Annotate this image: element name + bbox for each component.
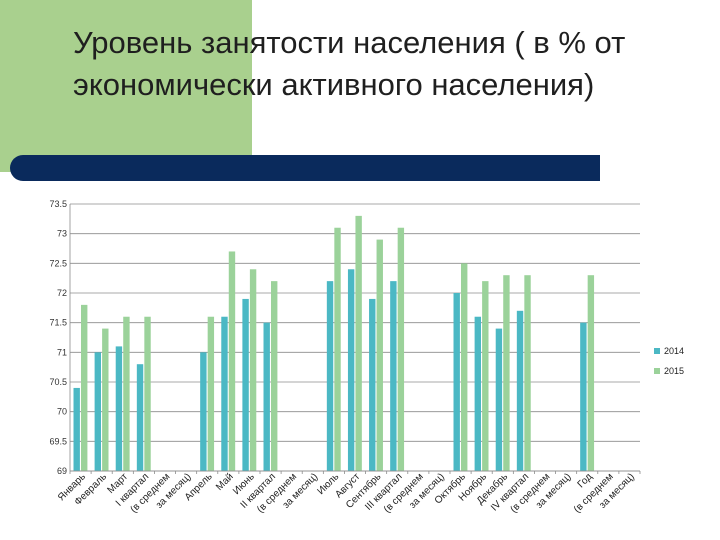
bar-2015 bbox=[587, 275, 595, 471]
bar-2015 bbox=[123, 316, 130, 471]
bar-2015 bbox=[376, 239, 383, 471]
chart-legend: 2014 2015 bbox=[654, 346, 684, 376]
bar-2015 bbox=[503, 275, 510, 471]
y-tick-label: 69 bbox=[57, 466, 67, 476]
bar-2014 bbox=[474, 316, 482, 471]
bar-2014 bbox=[326, 281, 334, 471]
bar-2015 bbox=[81, 304, 88, 471]
chart-bars bbox=[73, 215, 595, 471]
legend-swatch-2014 bbox=[654, 348, 660, 354]
legend-label-2014: 2014 bbox=[664, 346, 684, 356]
bar-2015 bbox=[228, 251, 236, 471]
chart-gridlines bbox=[70, 203, 640, 472]
bar-2014 bbox=[115, 346, 123, 471]
bar-2014 bbox=[263, 322, 270, 471]
y-tick-label: 73.5 bbox=[49, 199, 67, 209]
bar-2014 bbox=[390, 281, 397, 471]
employment-bar-chart: 69 69.5 70 70.5 71 71.5 72 72.5 73 73.5 ЯнварьФев… bbox=[49, 199, 684, 515]
bar-2015 bbox=[524, 275, 531, 471]
bar-2015 bbox=[461, 263, 468, 471]
bar-2015 bbox=[482, 281, 489, 471]
y-tick-label: 70 bbox=[57, 407, 67, 417]
bar-2014 bbox=[369, 298, 376, 471]
bar-2014 bbox=[453, 293, 460, 471]
bar-2015 bbox=[271, 281, 278, 471]
bar-separator bbox=[0, 181, 720, 191]
bar-2014 bbox=[94, 352, 102, 471]
y-tick-label: 72.5 bbox=[49, 258, 67, 268]
y-tick-label: 72 bbox=[57, 288, 67, 298]
bar-2015 bbox=[102, 328, 109, 471]
bar-2014 bbox=[73, 387, 80, 471]
bar-2015 bbox=[355, 215, 362, 471]
bar-2014 bbox=[221, 316, 228, 471]
legend-swatch-2015 bbox=[654, 368, 660, 374]
y-tick-label: 73 bbox=[57, 229, 67, 239]
y-tick-label: 69.5 bbox=[49, 436, 67, 446]
accent-block bbox=[0, 0, 252, 172]
slide-title: Уровень занятости населения ( в % от эко… bbox=[73, 25, 626, 102]
bar-2014 bbox=[136, 364, 144, 471]
title-underline-bar bbox=[10, 155, 600, 181]
bar-2014 bbox=[347, 269, 355, 471]
y-tick-label: 71 bbox=[57, 347, 67, 357]
bar-2014 bbox=[200, 352, 207, 471]
bar-2014 bbox=[580, 322, 587, 471]
bar-2015 bbox=[334, 227, 341, 471]
bar-2014 bbox=[516, 310, 524, 471]
y-axis: 69 69.5 70 70.5 71 71.5 72 72.5 73 73.5 bbox=[49, 199, 71, 476]
bar-2014 bbox=[495, 328, 503, 471]
bar-2015 bbox=[397, 227, 405, 471]
bar-2014 bbox=[242, 298, 249, 471]
bar-2015 bbox=[144, 316, 151, 471]
y-tick-label: 70.5 bbox=[49, 377, 67, 387]
bar-2015 bbox=[207, 316, 215, 471]
y-tick-label: 71.5 bbox=[49, 318, 67, 328]
legend-label-2015: 2015 bbox=[664, 366, 684, 376]
bar-2015 bbox=[249, 269, 257, 471]
